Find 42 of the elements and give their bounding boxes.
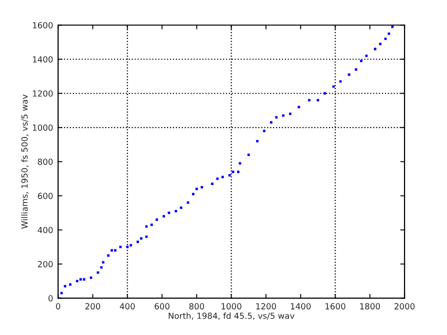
x-tick-label: 600 bbox=[154, 303, 170, 310]
point bbox=[256, 140, 259, 142]
x-tick-label: 0 bbox=[56, 303, 60, 310]
point bbox=[102, 261, 104, 264]
y-tick-label: 400 bbox=[38, 226, 53, 234]
point bbox=[174, 210, 178, 212]
y-tick-label: 1600 bbox=[32, 22, 53, 28]
point bbox=[100, 266, 103, 269]
point bbox=[79, 278, 82, 281]
x-axis-title: North, 1984, fd 45.5, vs/5 wav bbox=[168, 312, 294, 320]
point bbox=[388, 32, 390, 35]
point bbox=[96, 271, 100, 274]
point bbox=[270, 121, 272, 124]
x-tick-label: 1000 bbox=[222, 303, 242, 310]
y-tick-label: 200 bbox=[38, 261, 53, 268]
point bbox=[82, 278, 86, 281]
x-tick-label: 1400 bbox=[290, 303, 311, 310]
x-tick-label: 200 bbox=[85, 303, 100, 310]
point bbox=[348, 73, 350, 76]
y-tick-label: 1000 bbox=[32, 124, 53, 131]
x-tick-label: 800 bbox=[189, 303, 204, 310]
point bbox=[156, 218, 158, 221]
point bbox=[232, 170, 234, 174]
y-tick-label: 1400 bbox=[32, 56, 53, 63]
point bbox=[365, 54, 368, 58]
point bbox=[195, 188, 198, 190]
point bbox=[247, 154, 250, 156]
y-tick-label: 600 bbox=[38, 192, 53, 200]
x-tick-label: 2000 bbox=[394, 303, 415, 310]
point bbox=[339, 80, 342, 83]
y-tick-label: 0 bbox=[48, 295, 53, 302]
point bbox=[391, 26, 394, 28]
x-tick-label: 1800 bbox=[360, 303, 380, 310]
x-tick-label: 1600 bbox=[326, 303, 346, 310]
y-axis-title: Williams, 1950, fs 500, vs/5 wav bbox=[21, 94, 28, 229]
y-tick-label: 800 bbox=[38, 158, 53, 165]
point bbox=[76, 280, 78, 282]
point bbox=[110, 249, 114, 252]
y-tick-label: 1200 bbox=[32, 90, 53, 97]
x-tick-label: 400 bbox=[120, 303, 135, 310]
x-tick-label: 1200 bbox=[256, 303, 276, 310]
point bbox=[324, 92, 326, 95]
